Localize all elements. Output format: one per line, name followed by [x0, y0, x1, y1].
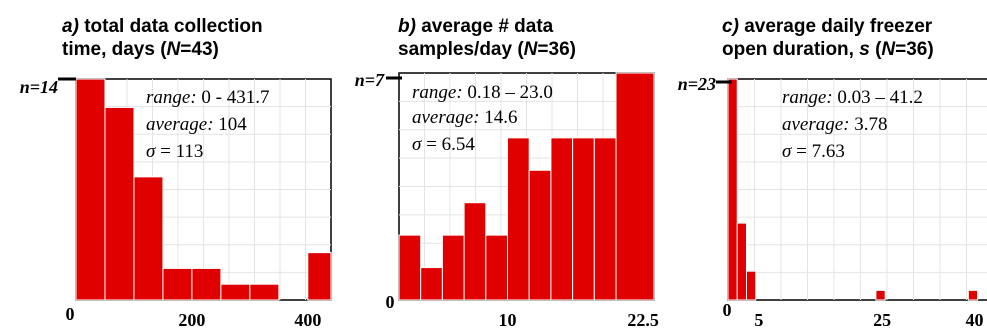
panel-a: a) total data collection time, days (N=4…	[20, 16, 332, 330]
panel-c-bar	[745, 270, 757, 301]
panel-c-x-tick-label: 5	[754, 310, 763, 330]
panel-a-bar	[307, 252, 332, 301]
panel-b-bar	[615, 72, 655, 301]
panel-a-max-label: n=14	[20, 77, 58, 97]
panel-a-title-line2: time, days (N=43)	[62, 39, 219, 60]
panel-c-zero-label: 0	[723, 300, 732, 320]
panel-b-x-ticks: 10 22.5	[499, 310, 659, 330]
panel-a-bar	[249, 283, 280, 301]
panel-a-x-tick-label: 400	[294, 310, 321, 330]
panel-b-bar	[528, 169, 552, 301]
panel-b-sigma: σ = 6.54	[412, 134, 475, 155]
panel-b-bar	[441, 234, 465, 301]
panel-a-sigma: σ = 113	[146, 141, 203, 162]
panel-c-range: range: 0.03 – 41.2	[782, 87, 923, 108]
panel-a-bars	[75, 78, 332, 301]
panel-b-range: range: 0.18 – 23.0	[412, 82, 553, 103]
panel-c-bars	[727, 78, 979, 301]
panel-b-bars	[398, 72, 655, 301]
panel-b-bar	[507, 137, 530, 301]
panel-b-title-line1: b) average # data	[398, 16, 554, 37]
panel-c-title-line1: c) average daily freezer	[722, 16, 933, 37]
panel-b-x-tick-label: 10	[499, 310, 517, 330]
panel-b-bar	[463, 202, 487, 301]
panel-a-bar	[75, 78, 106, 301]
panel-b-bar	[550, 137, 574, 301]
panel-b-bar	[485, 234, 509, 301]
panel-a-bar	[162, 267, 193, 301]
panel-b-x-tick-label: 22.5	[627, 310, 659, 330]
panel-b-bar	[572, 137, 595, 301]
panel-c-bar	[736, 222, 747, 301]
panel-c-x-tick-label: 40	[966, 310, 984, 330]
panel-b-max-label: n=7	[355, 70, 385, 90]
panel-a-bar	[133, 176, 164, 301]
panel-c-bar	[967, 289, 979, 301]
panel-a-title-line1: a) total data collection	[62, 16, 263, 37]
panel-a-bar	[104, 106, 135, 301]
panel-a-range: range: 0 - 431.7	[146, 87, 269, 108]
panel-c-x-ticks: 5 25 40	[754, 310, 983, 330]
panel-b: b) average # data samples/day (N=36) n=7…	[355, 16, 659, 330]
panel-c-sigma: σ = 7.63	[782, 141, 845, 162]
panel-b-bar	[593, 137, 617, 301]
panel-a-bar	[220, 283, 251, 301]
panel-c-bar	[727, 78, 738, 301]
panel-b-zero-label: 0	[386, 292, 395, 312]
panel-c-average: average: 3.78	[782, 114, 888, 135]
panel-c-bar	[875, 289, 886, 301]
panel-a-average: average: 104	[146, 114, 247, 135]
panel-b-average: average: 14.6	[412, 107, 518, 128]
panel-c-title-line2: open duration, s (N=36)	[722, 39, 934, 60]
panel-c-x-tick-label: 25	[873, 310, 891, 330]
panel-a-x-ticks: 200 400	[178, 310, 321, 330]
panel-c-gridlines	[728, 79, 987, 300]
panel-b-bar	[398, 234, 422, 301]
panel-a-x-tick-label: 200	[178, 310, 205, 330]
panel-c: c) average daily freezer open duration, …	[678, 16, 987, 330]
panel-a-bar	[191, 267, 222, 301]
panel-a-zero-label: 0	[66, 304, 75, 324]
panel-c-max-label: n=23	[678, 74, 716, 94]
panel-b-bar	[420, 267, 443, 301]
panel-b-title-line2: samples/day (N=36)	[398, 39, 576, 60]
